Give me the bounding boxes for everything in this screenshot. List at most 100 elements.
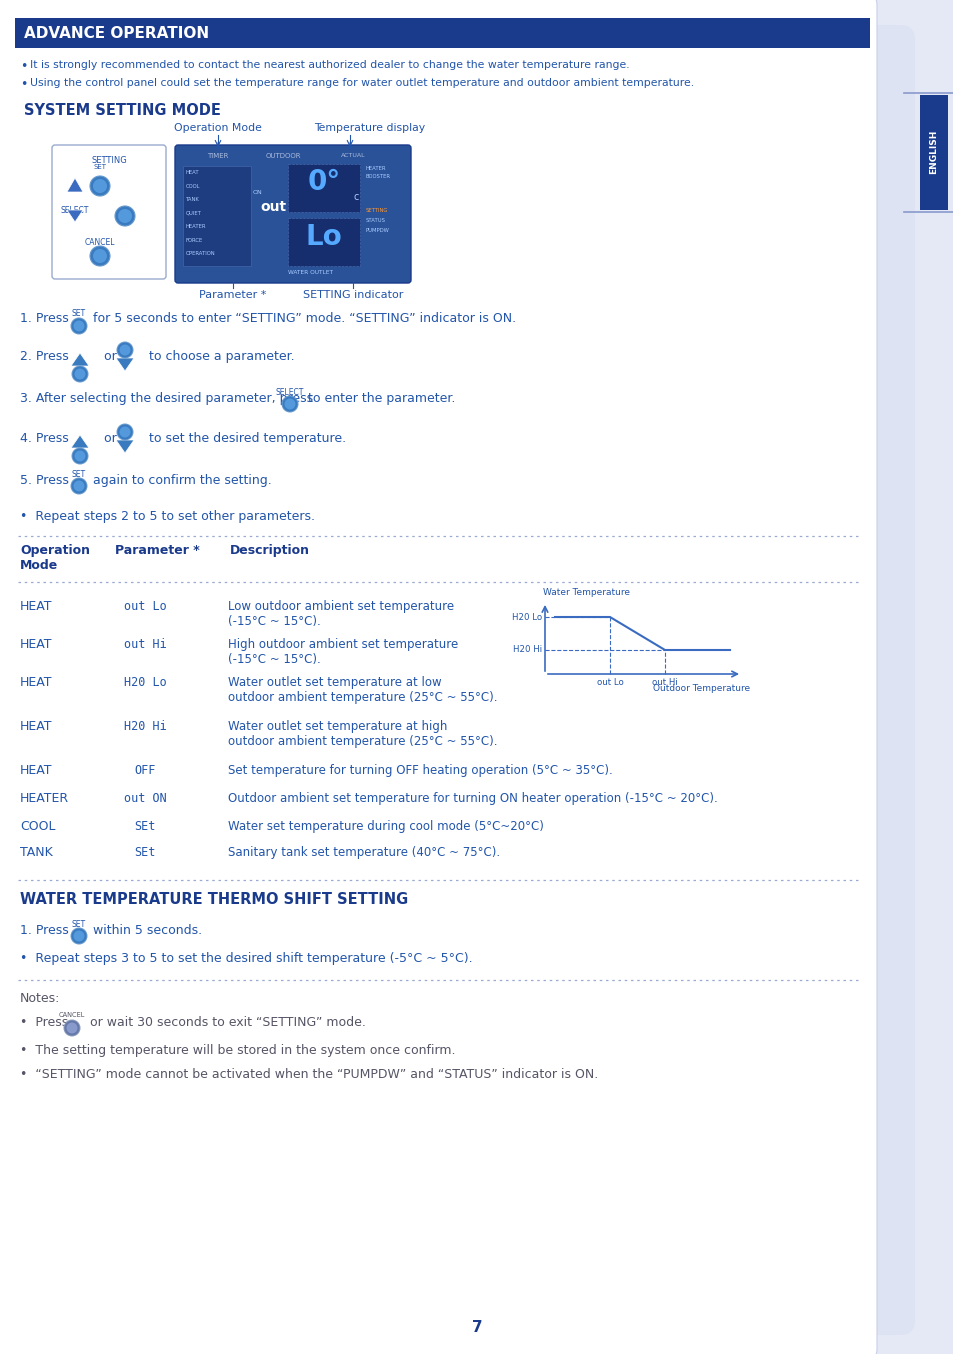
Text: Lo: Lo [305, 223, 342, 250]
Text: •  The setting temperature will be stored in the system once confirm.: • The setting temperature will be stored… [20, 1044, 455, 1057]
Text: WATER OUTLET: WATER OUTLET [288, 269, 333, 275]
Text: HEAT: HEAT [20, 720, 52, 733]
Text: ACTUAL: ACTUAL [340, 153, 365, 158]
Text: 7: 7 [471, 1320, 482, 1335]
Text: High outdoor ambient set temperature
(-15°C ~ 15°C).: High outdoor ambient set temperature (-1… [228, 638, 457, 666]
Circle shape [92, 179, 107, 194]
Text: Water set temperature during cool mode (5°C~20°C): Water set temperature during cool mode (… [228, 821, 543, 833]
Text: Sanitary tank set temperature (40°C ~ 75°C).: Sanitary tank set temperature (40°C ~ 75… [228, 846, 499, 858]
FancyBboxPatch shape [0, 0, 876, 1354]
Circle shape [74, 368, 86, 379]
Bar [919, 95, 947, 210]
Circle shape [71, 478, 87, 494]
Text: WATER TEMPERATURE THERMO SHIFT SETTING: WATER TEMPERATURE THERMO SHIFT SETTING [20, 892, 408, 907]
Text: to set the desired temperature.: to set the desired temperature. [145, 432, 346, 445]
Text: CANCEL: CANCEL [85, 238, 115, 246]
Text: SET: SET [93, 164, 107, 171]
Text: out ON: out ON [124, 792, 166, 806]
Text: STATUS: STATUS [366, 218, 386, 223]
Text: 1. Press: 1. Press [20, 311, 69, 325]
Text: or: or [100, 432, 116, 445]
Text: HEATER: HEATER [20, 792, 69, 806]
Text: Water outlet set temperature at low
outdoor ambient temperature (25°C ~ 55°C).: Water outlet set temperature at low outd… [228, 676, 497, 704]
Circle shape [71, 927, 87, 944]
Text: 4. Press: 4. Press [20, 432, 69, 445]
Text: It is strongly recommended to contact the nearest authorized dealer to change th: It is strongly recommended to contact th… [30, 60, 629, 70]
Polygon shape [67, 177, 83, 192]
Text: again to confirm the setting.: again to confirm the setting. [89, 474, 272, 487]
Text: Parameter *: Parameter * [115, 544, 199, 556]
Text: Temperature display: Temperature display [314, 123, 425, 133]
Bar [288, 164, 359, 213]
Text: COOL: COOL [20, 821, 55, 833]
Bar [183, 167, 251, 265]
FancyBboxPatch shape [52, 145, 166, 279]
Text: •: • [20, 60, 28, 73]
Text: 3. After selecting the desired parameter, press: 3. After selecting the desired parameter… [20, 393, 313, 405]
Text: •: • [20, 79, 28, 91]
Text: SETTING indicator: SETTING indicator [302, 290, 403, 301]
Text: COOL: COOL [186, 184, 200, 188]
Text: TANK: TANK [20, 846, 52, 858]
Text: Outdoor Temperature: Outdoor Temperature [652, 684, 749, 693]
Text: OPERATION: OPERATION [186, 250, 215, 256]
Text: 0°: 0° [307, 168, 340, 196]
Text: SELECT: SELECT [61, 206, 89, 215]
Text: to enter the parameter.: to enter the parameter. [299, 393, 455, 405]
Circle shape [73, 930, 85, 941]
FancyBboxPatch shape [174, 145, 411, 283]
Text: within 5 seconds.: within 5 seconds. [89, 923, 202, 937]
Text: •  Repeat steps 3 to 5 to set the desired shift temperature (-5°C ~ 5°C).: • Repeat steps 3 to 5 to set the desired… [20, 952, 472, 965]
Text: Outdoor ambient set temperature for turning ON heater operation (-15°C ~ 20°C).: Outdoor ambient set temperature for turn… [228, 792, 717, 806]
Text: SET: SET [71, 470, 86, 479]
Text: to choose a parameter.: to choose a parameter. [145, 349, 294, 363]
Text: TIMER: TIMER [207, 153, 229, 158]
Circle shape [119, 344, 131, 356]
Text: OUTDOOR: OUTDOOR [265, 153, 300, 158]
Text: SEt: SEt [134, 846, 155, 858]
Circle shape [71, 448, 88, 464]
Text: H20 Lo: H20 Lo [124, 676, 166, 689]
Text: Using the control panel could set the temperature range for water outlet tempera: Using the control panel could set the te… [30, 79, 694, 88]
Circle shape [71, 318, 87, 334]
Text: HEAT: HEAT [20, 676, 52, 689]
Text: Parameter *: Parameter * [199, 290, 267, 301]
Text: Set temperature for turning OFF heating operation (5°C ~ 35°C).: Set temperature for turning OFF heating … [228, 764, 612, 777]
Bar [288, 218, 359, 265]
Text: SET: SET [71, 919, 86, 929]
Circle shape [67, 1022, 77, 1033]
Polygon shape [71, 435, 89, 448]
Text: QUIET: QUIET [186, 210, 202, 215]
Text: Operation
Mode: Operation Mode [20, 544, 90, 571]
Polygon shape [116, 357, 133, 371]
Text: Water outlet set temperature at high
outdoor ambient temperature (25°C ~ 55°C).: Water outlet set temperature at high out… [228, 720, 497, 747]
Text: SYSTEM SETTING MODE: SYSTEM SETTING MODE [24, 103, 221, 118]
Text: •  Repeat steps 2 to 5 to set other parameters.: • Repeat steps 2 to 5 to set other param… [20, 510, 314, 523]
Text: SETTING: SETTING [366, 209, 388, 213]
Text: Water Temperature: Water Temperature [542, 588, 629, 597]
Text: SETTING: SETTING [91, 156, 127, 165]
Text: SEt: SEt [134, 821, 155, 833]
Text: 5. Press: 5. Press [20, 474, 69, 487]
Text: out Lo: out Lo [124, 600, 166, 613]
Circle shape [73, 481, 85, 492]
Text: PUMPDW: PUMPDW [366, 227, 390, 233]
Text: HEAT: HEAT [20, 638, 52, 651]
Text: ADVANCE OPERATION: ADVANCE OPERATION [24, 26, 209, 41]
Text: out: out [260, 200, 286, 214]
Circle shape [71, 366, 88, 382]
Text: HEAT: HEAT [20, 764, 52, 777]
Circle shape [90, 176, 110, 196]
Text: OFF: OFF [134, 764, 155, 777]
Text: or wait 30 seconds to exit “SETTING” mode.: or wait 30 seconds to exit “SETTING” mod… [82, 1016, 366, 1029]
Polygon shape [67, 210, 83, 222]
Text: CANCEL: CANCEL [59, 1011, 85, 1018]
Polygon shape [700, 0, 953, 1354]
Circle shape [115, 206, 135, 226]
Text: •  Press: • Press [20, 1016, 69, 1029]
Text: HEATER: HEATER [186, 223, 206, 229]
Circle shape [282, 395, 297, 412]
Circle shape [117, 343, 132, 357]
Text: ON: ON [253, 190, 262, 195]
Text: out Hi: out Hi [124, 638, 166, 651]
